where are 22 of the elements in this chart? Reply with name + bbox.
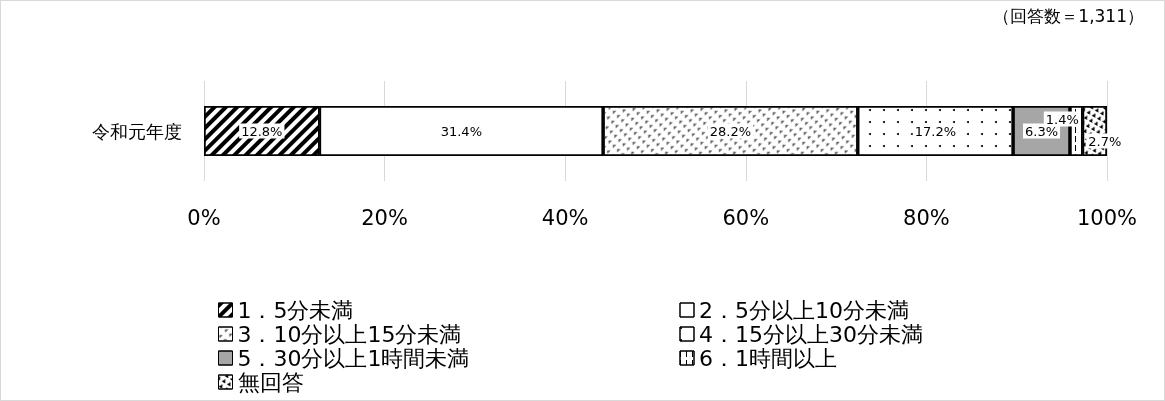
- x-tick-label: 0%: [187, 205, 221, 230]
- legend-label: 1．5分未満: [237, 297, 354, 323]
- x-tick-label: 60%: [722, 205, 770, 230]
- y-tick-label: 令和元年度: [92, 120, 182, 142]
- legend-label: 2．5分以上10分未満: [699, 297, 909, 323]
- legend-label: 6．1時間以上: [699, 345, 837, 371]
- legend-label: 3．10分以上15分未満: [237, 321, 462, 347]
- data-label: 28.2%: [709, 123, 752, 139]
- data-label: 12.8%: [241, 123, 283, 139]
- x-tick-label: 80%: [903, 205, 950, 230]
- data-label: 31.4%: [440, 123, 483, 139]
- x-tick-label: 20%: [361, 205, 408, 230]
- data-label: 2.7%: [1088, 133, 1122, 149]
- text: （回答数＝1,311）: [993, 5, 1144, 26]
- legend-label: 5．30分以上1時間未満: [237, 345, 470, 371]
- legend-label: 4．15分以上30分未満: [699, 321, 923, 347]
- x-tick-label: 40%: [541, 205, 589, 230]
- data-label: 6.3%: [1025, 123, 1059, 139]
- data-label: 17.2%: [914, 123, 957, 139]
- legend-label: 無回答: [237, 369, 304, 395]
- x-tick-label: 100%: [1076, 205, 1138, 230]
- data-label: 1.4%: [1045, 111, 1079, 127]
